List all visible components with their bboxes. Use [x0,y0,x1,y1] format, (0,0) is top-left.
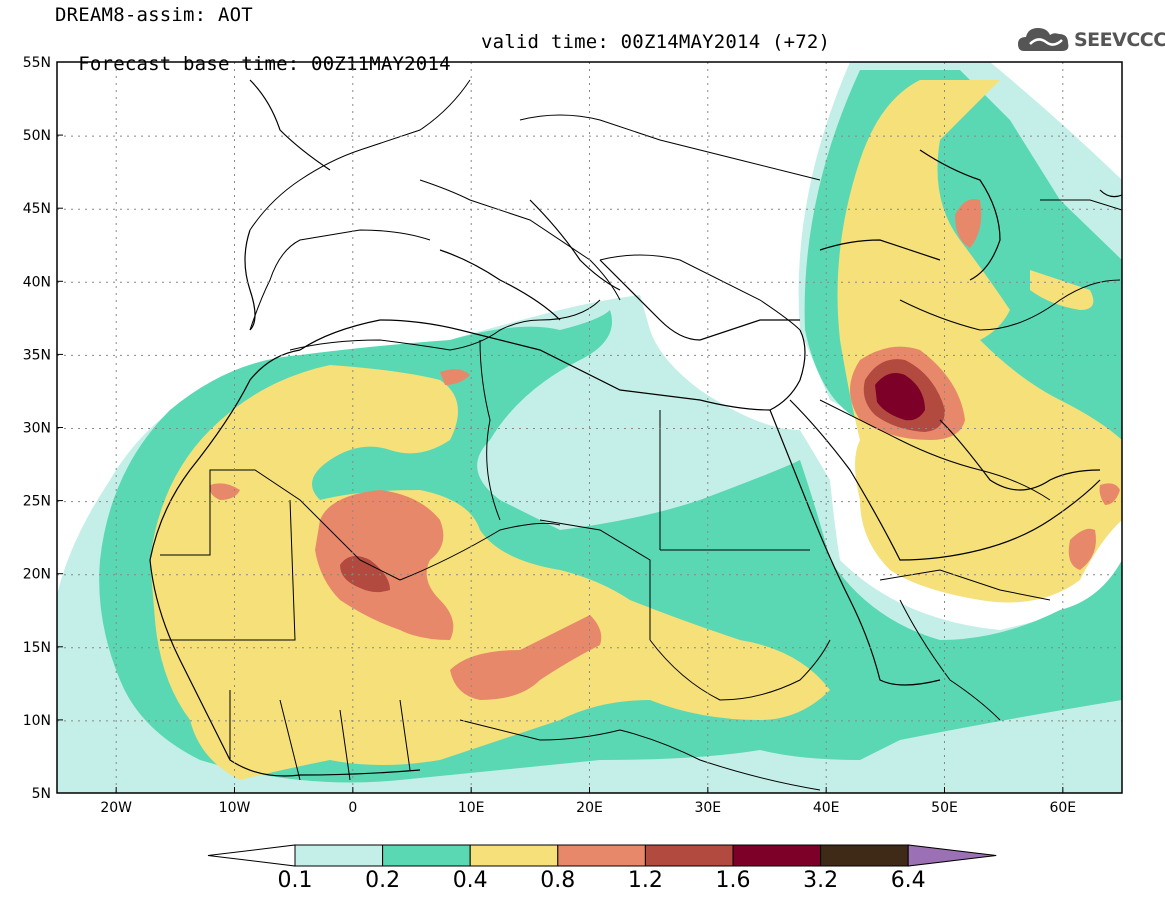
coastlines [149,79,1122,777]
aot-band-0.8 [209,199,1120,700]
lat-label: 10N [23,713,51,729]
colorbar-label: 1.2 [627,868,663,893]
lat-label: 50N [23,128,51,144]
colorbar-swatch [294,844,384,867]
gridlines [57,62,1122,793]
base-time: Forecast base time: 00Z11MAY2014 [78,53,451,75]
forecast-times: Forecast base time: 00Z11MAY2014 valid t… [55,31,830,97]
lat-label: 15N [23,640,51,656]
colorbar-label: 0.1 [277,868,313,893]
lat-label: 40N [23,274,51,290]
lat-label: 5N [32,786,51,802]
lon-label: 10E [458,800,485,816]
colorbar-label: 0.2 [365,868,401,893]
colorbar-label: 3.2 [803,868,839,893]
lat-label: 25N [23,494,51,510]
seevccc-logo: SEEVCCC [1018,22,1165,58]
lon-label: 10W [219,800,251,816]
colorbar-swatch [382,844,471,867]
valid-time: valid time: 00Z14MAY2014 (+72) [481,31,831,53]
latitude-axis: 55N 50N 45N 40N 35N 30N 25N 20N 15N 10N 5N [23,55,63,802]
colorbar-swatch [469,844,559,867]
colorbar-swatch [557,844,646,867]
aot-band-0.4 [150,80,1122,780]
map-title: DREAM8-assim: AOT [55,4,253,26]
lon-label: 0 [348,800,357,816]
lon-label: 30E [694,800,721,816]
colorbar-swatch [644,844,734,867]
aot-field [57,62,1122,793]
longitude-axis: 20W 10W 0 10E 20E 30E 40E 50E 60E [100,787,1076,816]
colorbar [207,844,997,867]
lon-label: 20E [576,800,603,816]
colorbar-under-triangle [207,844,296,867]
colorbar-over-triangle [907,844,997,867]
colorbar-swatch [732,844,822,867]
lat-label: 35N [23,347,51,363]
colorbar-label: 6.4 [890,868,926,893]
lon-label: 40E [813,800,840,816]
lon-label: 60E [1049,800,1076,816]
country-borders [160,79,1122,791]
colorbar-label: 0.4 [452,868,488,893]
cloud-icon [1018,28,1069,51]
lat-label: 30N [23,421,51,437]
lat-label: 55N [23,55,51,71]
lon-label: 20W [100,800,132,816]
logo-text: SEEVCCC [1074,29,1165,51]
colorbar-swatch [820,844,909,867]
aot-band-1.6 [875,372,925,421]
colorbar-label: 0.8 [540,868,576,893]
colorbar-label: 1.6 [715,868,751,893]
lon-label: 50E [931,800,958,816]
lat-label: 45N [23,201,51,217]
lat-label: 20N [23,567,51,583]
